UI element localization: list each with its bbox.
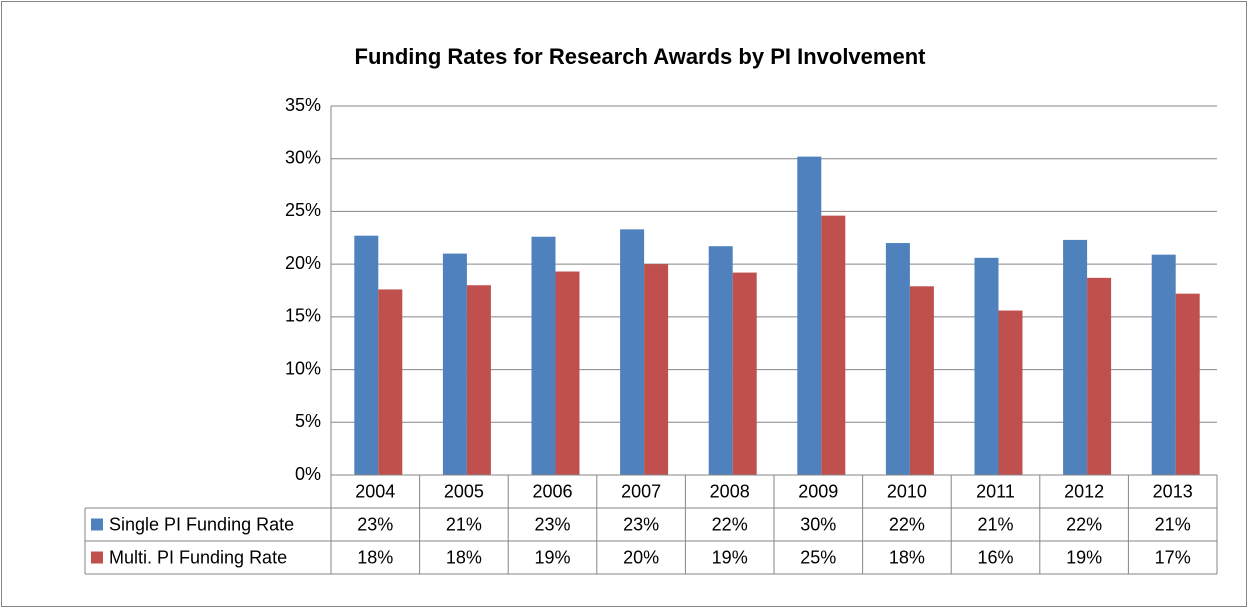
bar [466, 285, 491, 475]
table-value: 20% [623, 547, 659, 567]
table-value: 30% [800, 514, 836, 534]
bar [1087, 277, 1112, 475]
y-tick-label: 5% [295, 411, 321, 431]
x-tick-label: 2012 [1064, 481, 1104, 501]
bar [797, 156, 822, 475]
legend-label: Single PI Funding Rate [109, 514, 294, 534]
bar [885, 243, 910, 475]
table-value: 21% [1155, 514, 1191, 534]
legend-swatch [91, 551, 103, 564]
x-tick-label: 2005 [444, 481, 484, 501]
table-value: 25% [800, 547, 836, 567]
table-value: 18% [889, 547, 925, 567]
y-tick-label: 30% [285, 147, 321, 167]
legend-label: Multi. PI Funding Rate [109, 547, 287, 567]
table-value: 19% [712, 547, 748, 567]
bar [821, 215, 846, 475]
bar [442, 253, 467, 475]
table-value: 16% [977, 547, 1013, 567]
bar [620, 229, 645, 475]
table-value: 23% [534, 514, 570, 534]
y-tick-label: 25% [285, 200, 321, 220]
bar [708, 246, 733, 475]
table-value: 21% [977, 514, 1013, 534]
y-tick-label: 15% [285, 306, 321, 326]
x-tick-label: 2004 [355, 481, 395, 501]
bar [998, 310, 1023, 475]
table-value: 21% [446, 514, 482, 534]
y-tick-label: 20% [285, 253, 321, 273]
table-value: 22% [1066, 514, 1102, 534]
bar [378, 289, 403, 475]
x-tick-label: 2010 [887, 481, 927, 501]
x-tick-label: 2007 [621, 481, 661, 501]
legend-swatch [91, 518, 103, 531]
y-tick-label: 10% [285, 358, 321, 378]
bar [909, 286, 934, 475]
y-tick-label: 35% [285, 95, 321, 115]
table-value: 22% [889, 514, 925, 534]
bar [354, 235, 379, 475]
x-tick-label: 2006 [532, 481, 572, 501]
bar [1063, 239, 1088, 475]
table-value: 23% [357, 514, 393, 534]
x-tick-label: 2011 [976, 481, 1015, 501]
table-value: 18% [446, 547, 482, 567]
x-tick-label: 2008 [710, 481, 750, 501]
bar [1151, 254, 1176, 475]
table-value: 19% [1066, 547, 1102, 567]
table-value: 19% [534, 547, 570, 567]
bar [974, 257, 999, 475]
bar [644, 264, 669, 475]
table-value: 17% [1155, 547, 1191, 567]
chart-title: Funding Rates for Research Awards by PI … [355, 44, 927, 69]
x-tick-label: 2013 [1153, 481, 1193, 501]
bar [732, 272, 757, 475]
bar [555, 271, 580, 475]
table-value: 18% [357, 547, 393, 567]
x-tick-label: 2009 [798, 481, 838, 501]
bar [531, 236, 556, 475]
y-tick-label: 0% [295, 464, 321, 484]
bar [1175, 293, 1200, 475]
table-value: 22% [712, 514, 748, 534]
table-value: 23% [623, 514, 659, 534]
